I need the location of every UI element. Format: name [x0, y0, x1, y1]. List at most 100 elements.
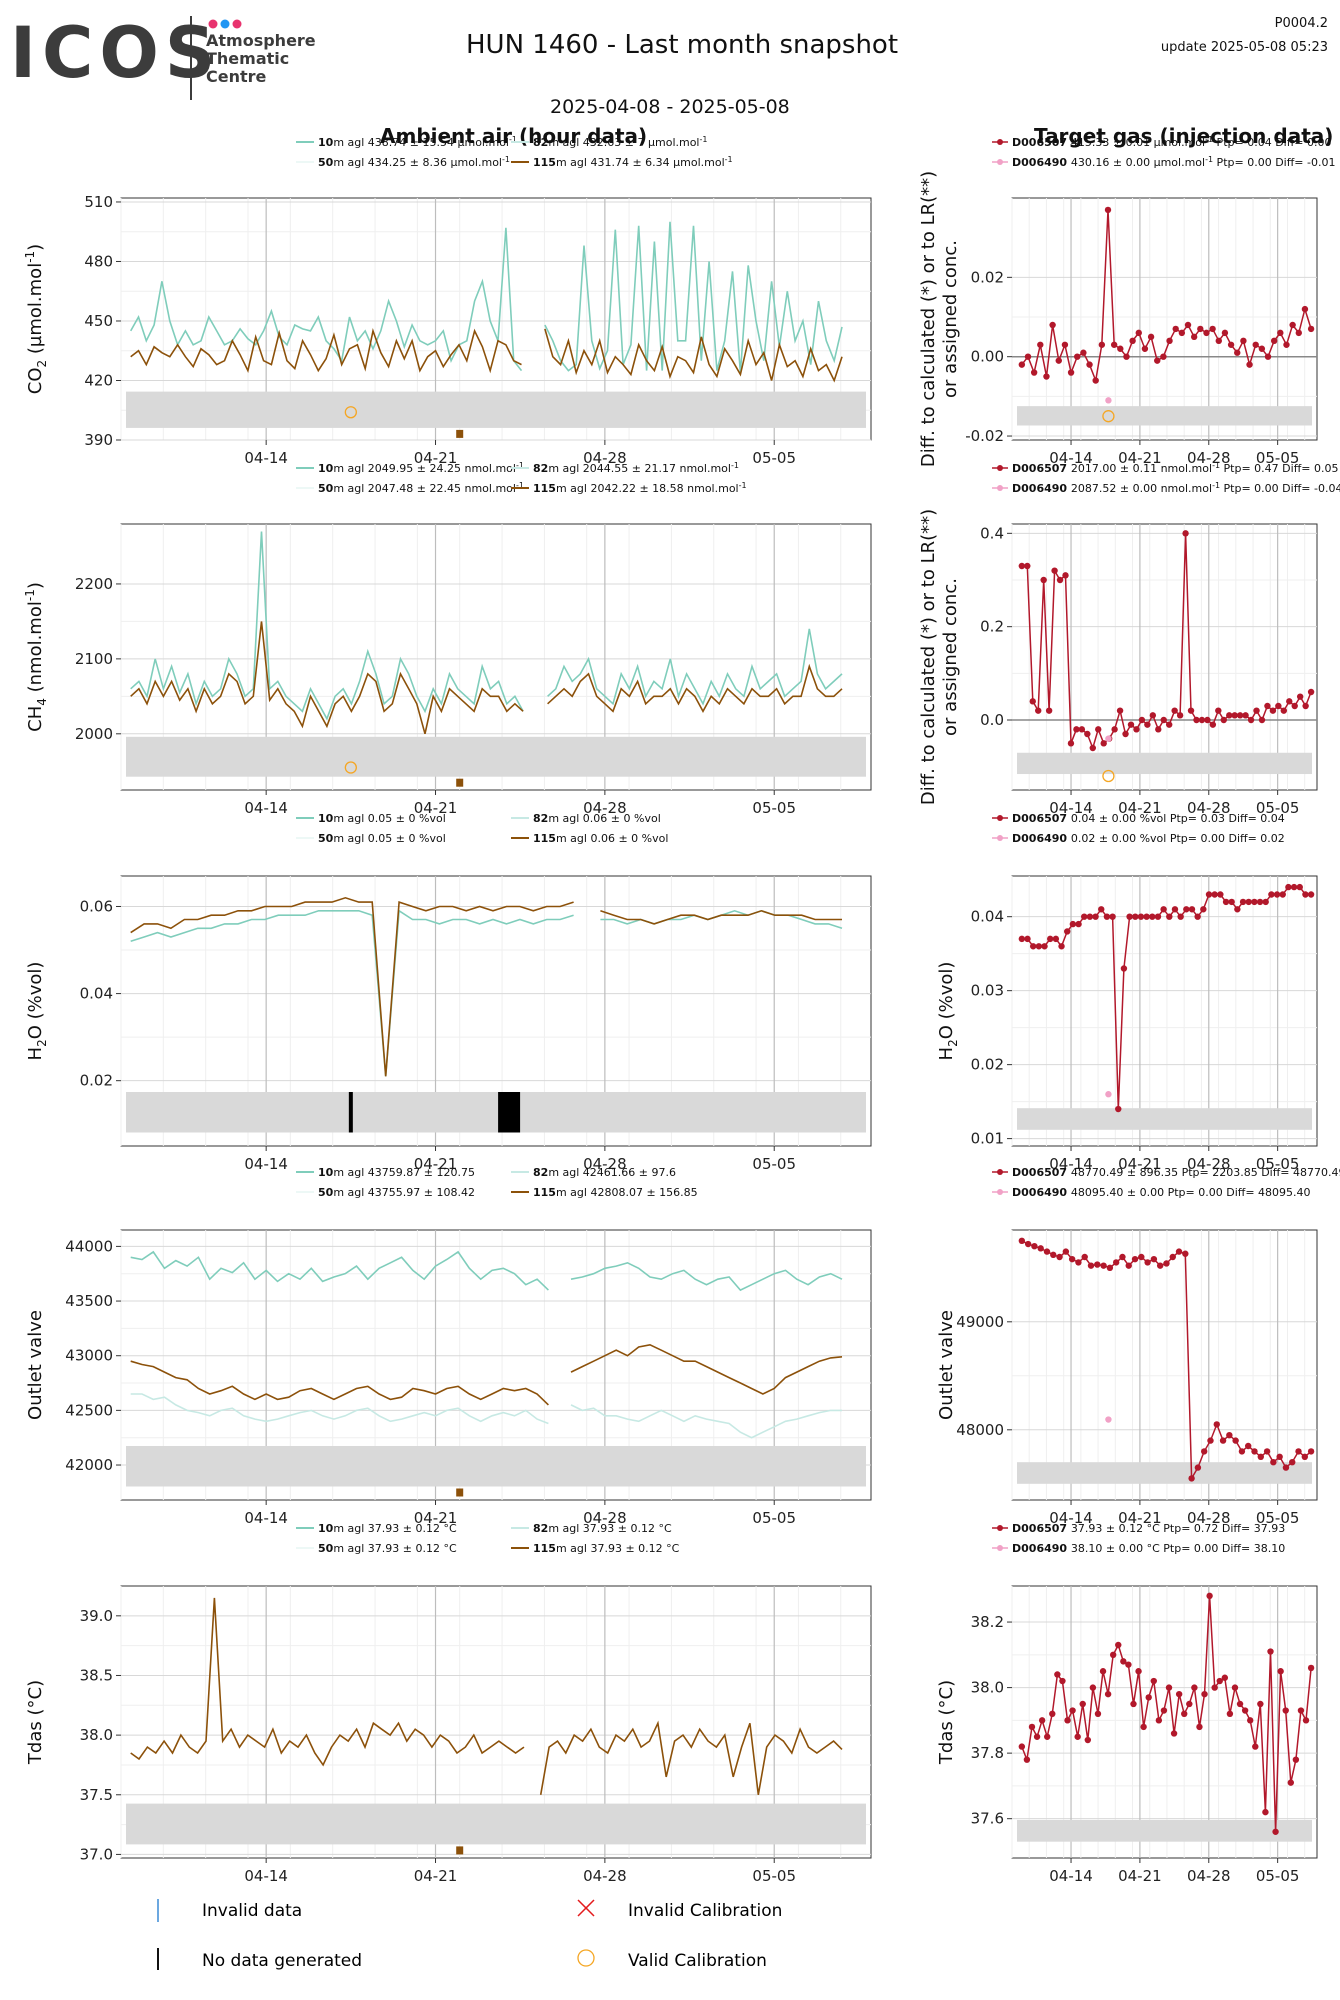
tdas-target-point — [1272, 1828, 1279, 1835]
tdas-target-point — [1181, 1710, 1188, 1718]
y-tick-label: 0.04 — [80, 985, 113, 1003]
outlet-target-point — [1163, 1260, 1170, 1267]
ch4-target-point — [1307, 688, 1315, 696]
co2-target-point — [1123, 353, 1130, 360]
outlet-target-point — [1112, 1259, 1120, 1266]
ch4-target-point — [1226, 712, 1233, 719]
logo-subtitle: Atmosphere Thematic Centre — [206, 32, 316, 86]
y-axis-label: Outlet valve — [936, 1310, 957, 1420]
legend-entry: D006490 48095.40 ± 0.00 Ptp= 0.00 Diff= … — [1012, 1186, 1311, 1199]
x-tick-label: 04-14 — [1049, 1509, 1093, 1527]
ch4-target-point — [1264, 702, 1271, 710]
co2-target-point — [1055, 357, 1062, 364]
ch4-target-point — [1122, 730, 1129, 738]
co2-target-point — [1277, 329, 1284, 337]
icos-logo-word: ICOS — [10, 12, 222, 94]
co2-target-point — [1215, 337, 1222, 345]
y-tick-label: 43000 — [65, 1347, 113, 1365]
outlet-target-point — [1068, 1255, 1076, 1263]
x-tick-label: 04-21 — [414, 799, 458, 817]
x-tick-label: 04-14 — [244, 799, 288, 817]
h2o-target-point — [1296, 883, 1303, 891]
co2-target-status-band — [1017, 406, 1312, 426]
ch4-target-point — [1269, 707, 1277, 714]
y-tick-label: 0.06 — [80, 897, 113, 915]
logo-line-1: Atmosphere — [206, 31, 316, 50]
co2-ambient-legend: 10m agl 438.74 ± 15.54 µmol.mol-1 82m agl… — [296, 135, 733, 169]
legend-entry: 50m agl 0.05 ± 0 %vol — [318, 832, 446, 845]
y-axis-label: CH4 (nmol.mol-1) — [23, 582, 49, 732]
co2-target-point — [1104, 206, 1112, 214]
ch4-target-point — [1062, 572, 1069, 579]
logo-dots — [208, 16, 248, 35]
h2o-target-point — [1109, 913, 1116, 920]
tdas-target-point — [1140, 1723, 1147, 1731]
legend-point — [997, 815, 1003, 821]
co2-target-point — [1221, 329, 1229, 337]
co2-ambient-series-115m-agl — [130, 327, 843, 383]
h2o-target-point — [1126, 913, 1133, 920]
tdas-target-point — [1069, 1707, 1076, 1714]
ch4-ambient-panel: 2000 2100 2200 04-14 04-21 04-28 05-05 CH4 (nmo… — [23, 461, 872, 817]
y-axis-label: Outlet valve — [25, 1310, 46, 1420]
charts-canvas: 390 420 450 480 510 04-14 04-21 04-28 05-05 CO2 (… — [23, 135, 1340, 1885]
ch4-target-point — [1242, 712, 1249, 719]
tdas-target-point — [1104, 1690, 1112, 1698]
tdas-target-point — [1079, 1700, 1086, 1708]
tdas-target-point — [1084, 1736, 1092, 1744]
co2-target-point — [1246, 361, 1253, 368]
legend-entry: 10m agl 438.74 ± 15.54 µmol.mol-1 — [318, 135, 517, 149]
ch4-ambient-series-10m-agl — [130, 531, 843, 721]
h2o-target-point — [1307, 891, 1315, 898]
co2-target-plot-area — [1011, 197, 1318, 441]
tdas-target-point — [1023, 1756, 1031, 1763]
tdas-target-point — [1226, 1710, 1234, 1718]
outlet-target-point — [1238, 1448, 1246, 1455]
tdas-target-point — [1297, 1707, 1305, 1714]
legend-entry: 50m agl 37.93 ± 0.12 °C — [318, 1542, 457, 1555]
ch4-target-point — [1204, 716, 1211, 724]
co2-target-point — [1283, 341, 1290, 348]
x-tick-label: 04-21 — [1118, 449, 1162, 467]
outlet-target-alt-point — [1105, 1416, 1112, 1423]
x-tick-label: 04-14 — [244, 1509, 288, 1527]
tdas-target-point — [1170, 1730, 1178, 1737]
h2o-target-point — [1205, 891, 1213, 898]
outlet-ambient-legend: 10m agl 43759.87 ± 120.75 82m agl 42461.6… — [296, 1166, 698, 1199]
outlet-target-point — [1056, 1253, 1063, 1261]
h2o-target-point — [1262, 898, 1269, 906]
x-tick-label: 05-05 — [752, 1867, 796, 1885]
co2-target-point — [1166, 337, 1173, 345]
y-tick-label: 37.8 — [971, 1744, 1004, 1762]
co2-target-point — [1117, 345, 1124, 352]
valid-calibration-marker — [1102, 769, 1115, 783]
ch4-target-point — [1018, 562, 1026, 570]
outlet-target-point — [1219, 1437, 1227, 1444]
co2-target-point — [1184, 321, 1192, 329]
legend-entry: 10m agl 2049.95 ± 24.25 nmol.mol-1 — [318, 461, 524, 475]
outlet-target-point — [1232, 1437, 1239, 1444]
tdas-target-point — [1038, 1717, 1046, 1724]
outlet-ambient-status-band — [126, 1446, 866, 1487]
ch4-target-point — [1280, 707, 1288, 714]
ch4-target-point — [1095, 726, 1102, 733]
tdas-target-point — [1216, 1677, 1223, 1685]
tdas-target-point — [1059, 1677, 1066, 1685]
tdas-ambient-panel: 37.0 37.5 38.0 38.5 39.0 04-14 04-21 04-28 05-05… — [25, 1522, 872, 1885]
y-tick-label: 38.0 — [80, 1726, 113, 1744]
y-tick-label: 0.01 — [971, 1130, 1004, 1148]
co2-target-point — [1024, 353, 1032, 360]
tdas-target-point — [1211, 1684, 1218, 1691]
x-tick-label: 04-14 — [1049, 1867, 1093, 1885]
y-tick-label: 420 — [84, 371, 113, 389]
tdas-target-point — [1302, 1717, 1310, 1724]
y-tick-label: 42000 — [65, 1456, 113, 1474]
y-tick-label: 0.4 — [980, 524, 1004, 542]
co2-target-point — [1061, 341, 1069, 348]
legend-entry: 82m agl 42461.66 ± 97.6 — [533, 1166, 676, 1179]
h2o-ambient-legend: 10m agl 0.05 ± 0 %vol 82m agl 0.06 ± 0 %v… — [296, 812, 668, 845]
tdas-target-point — [1252, 1743, 1259, 1750]
y-tick-label: 38.0 — [971, 1679, 1004, 1697]
h2o-target-point — [1086, 913, 1094, 920]
outlet-target-point — [1037, 1245, 1044, 1252]
